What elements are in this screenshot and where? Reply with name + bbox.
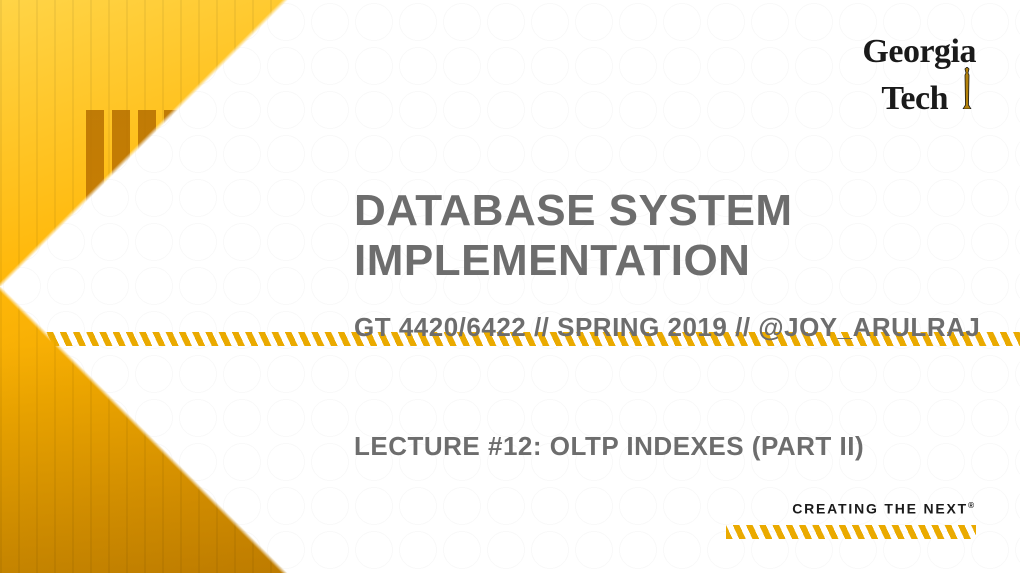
- chevron-cluster: [0, 0, 370, 573]
- logo-tower-icon: [958, 67, 976, 113]
- tagline-registered: ®: [968, 500, 976, 510]
- slide-root: Georgia Tech DATABASE SYSTEM IMPLEMENTAT…: [0, 0, 1020, 573]
- tagline-text: CREATING THE NEXT: [792, 501, 968, 517]
- bottom-hatch-fill: [726, 525, 976, 539]
- content-block: DATABASE SYSTEM IMPLEMENTATION GT 4420/6…: [354, 186, 990, 462]
- lecture-line: LECTURE #12: OLTP INDEXES (PART II): [354, 431, 990, 462]
- logo-line1: Georgia: [862, 36, 976, 67]
- slide-subtitle: GT 4420/6422 // SPRING 2019 // @JOY_ARUL…: [354, 312, 990, 343]
- tagline: CREATING THE NEXT®: [792, 500, 976, 517]
- slide-title: DATABASE SYSTEM IMPLEMENTATION: [354, 186, 990, 286]
- chevron-outline: [108, 0, 308, 573]
- georgia-tech-logo: Georgia Tech: [862, 36, 976, 115]
- logo-line2: Tech: [881, 80, 948, 117]
- bottom-hatch: [726, 525, 976, 539]
